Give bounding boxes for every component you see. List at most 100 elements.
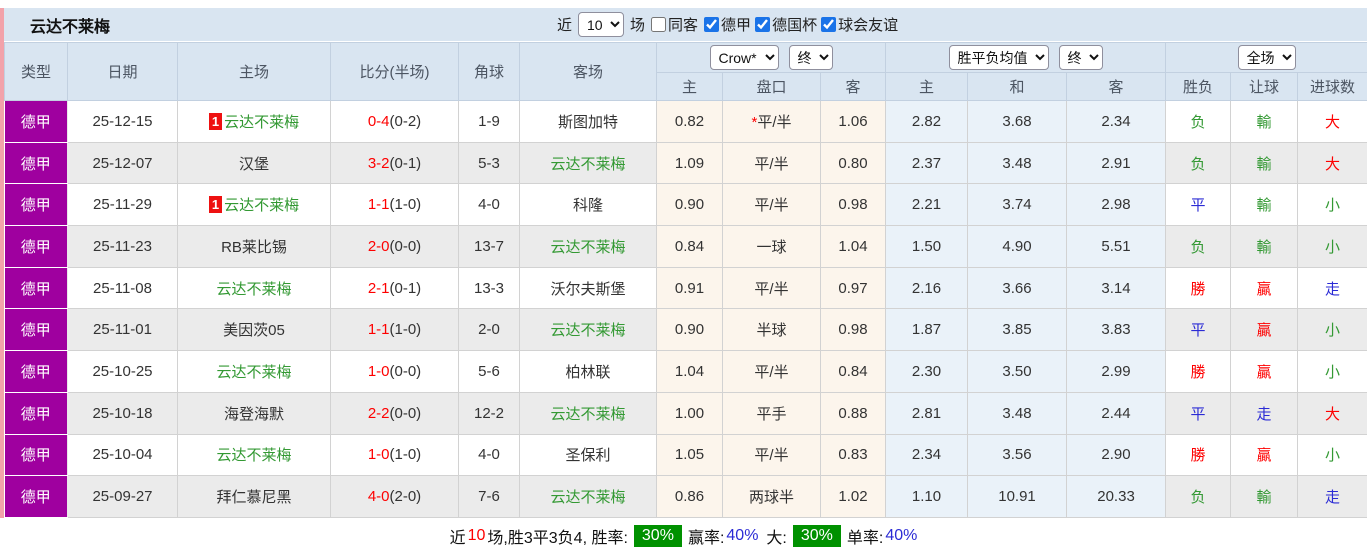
handicap-result-cell: 贏 <box>1230 267 1299 310</box>
corner-cell: 13-7 <box>458 225 520 268</box>
sub-header-goals: 进球数 <box>1297 72 1367 101</box>
goals-result-cell: 小 <box>1297 308 1367 352</box>
full-time-score: 4-0 <box>367 488 390 506</box>
team-name: 云达不莱梅 <box>550 405 626 423</box>
league-cell: 德甲 <box>4 392 68 435</box>
ah-line-cell: 半球 <box>722 308 821 352</box>
eu-draw-odds-cell: 3.85 <box>967 308 1068 352</box>
table-row: 德甲 25-10-18 海登海默 2-2(0-0) 12-2 云达不莱梅 1.00 平手 0.8… <box>4 392 1367 435</box>
half-time-score: (1-0) <box>389 321 422 339</box>
eu-away-odds-cell: 2.98 <box>1066 183 1167 227</box>
corner-cell: 2-0 <box>458 308 520 352</box>
ah-line-cell: 一球 <box>722 225 821 268</box>
ah-home-odds-cell: 1.09 <box>656 142 723 185</box>
league-filter[interactable]: 球会友谊 <box>821 14 898 35</box>
single-rate: 40% <box>885 526 918 544</box>
col-header-corner: 角球 <box>458 42 520 101</box>
full-time-score: 0-4 <box>367 112 390 130</box>
score-cell: 1-1(1-0) <box>330 183 459 227</box>
half-time-score: (0-1) <box>389 279 422 297</box>
same-venue-filter[interactable]: 同客 <box>651 14 698 35</box>
ah-away-odds-cell: 0.80 <box>820 142 887 185</box>
league-cell: 德甲 <box>4 183 68 227</box>
ah-line-cell: 两球半 <box>722 475 821 518</box>
recent-label: 近 <box>557 17 573 34</box>
europe-time-select[interactable]: 终 <box>1058 45 1103 70</box>
league-checkbox[interactable] <box>821 17 837 32</box>
europe-company-select[interactable]: 胜平负均值 <box>948 45 1049 70</box>
eu-away-odds-cell: 2.44 <box>1066 392 1167 435</box>
same-venue-checkbox[interactable] <box>651 17 667 32</box>
date-cell: 25-11-01 <box>67 308 178 352</box>
ah-line-cell: *平/半 <box>722 100 821 143</box>
team-name: 云达不莱梅 <box>550 155 626 173</box>
eu-away-odds-cell: 3.83 <box>1066 308 1167 352</box>
summary-count: 10 <box>467 526 486 544</box>
handicap-result-cell: 輸 <box>1230 225 1299 268</box>
league-label: 德国杯 <box>772 17 818 34</box>
ah-line-cell: 平/半 <box>722 434 821 477</box>
ah-away-odds-cell: 0.88 <box>820 392 887 435</box>
goals-result-cell: 大 <box>1297 142 1367 185</box>
league-cell: 德甲 <box>4 142 68 185</box>
eu-away-odds-cell: 5.51 <box>1066 225 1167 268</box>
table-row: 德甲 25-12-07 汉堡 3-2(0-1) 5-3 云达不莱梅 1.09 平/半 0.80 2… <box>4 142 1367 185</box>
full-time-score: 1-1 <box>367 321 390 339</box>
home-team-cell: 云达不莱梅 <box>177 267 331 310</box>
away-team-cell: 云达不莱梅 <box>519 225 657 268</box>
col-header-type: 类型 <box>4 42 68 101</box>
result-cell: 勝 <box>1165 267 1232 310</box>
team-name: 云达不莱梅 <box>216 447 292 465</box>
handicap-time-select[interactable]: 终 <box>788 45 833 70</box>
recent-count-select[interactable]: 10 <box>578 12 625 37</box>
match-table: 类型 日期 主场 比分(半场) 角球 客场 Crow* 终 <box>4 42 1367 518</box>
result-cell: 负 <box>1165 475 1232 518</box>
result-cell: 负 <box>1165 142 1232 185</box>
goals-result-cell: 大 <box>1297 100 1367 143</box>
title-bar: 云达不莱梅 近 10 场 同客 德甲 德国杯 球会友谊 <box>4 8 1367 41</box>
score-cell: 1-1(1-0) <box>330 308 459 352</box>
corner-cell: 13-3 <box>458 267 520 310</box>
home-team-cell: 美因茨05 <box>177 308 331 352</box>
rank-badge: 1 <box>208 112 223 130</box>
col-header-score: 比分(半场) <box>330 42 459 101</box>
ah-line-cell: 平手 <box>722 392 821 435</box>
sub-header-result: 胜负 <box>1165 72 1232 101</box>
league-cell: 德甲 <box>4 100 68 143</box>
league-cell: 德甲 <box>4 475 68 518</box>
eu-home-odds-cell: 1.87 <box>885 308 969 352</box>
away-team-cell: 柏林联 <box>519 350 657 393</box>
rank-badge: 1 <box>208 196 223 214</box>
home-team-cell: 1 云达不莱梅 <box>177 183 331 227</box>
full-time-score: 1-1 <box>367 196 390 214</box>
league-checkbox[interactable] <box>755 17 771 32</box>
ah-line-cell: 平/半 <box>722 350 821 393</box>
league-checkbox[interactable] <box>704 17 720 32</box>
full-time-score: 2-0 <box>367 237 390 255</box>
ah-away-odds-cell: 0.84 <box>820 350 887 393</box>
home-team-cell: RB莱比锡 <box>177 225 331 268</box>
league-filter[interactable]: 德国杯 <box>755 14 817 35</box>
date-cell: 25-10-18 <box>67 392 178 435</box>
ah-away-odds-cell: 0.98 <box>820 308 887 352</box>
home-team-cell: 1 云达不莱梅 <box>177 100 331 143</box>
league-label: 德甲 <box>721 17 752 34</box>
scope-select[interactable]: 全场 <box>1237 45 1296 70</box>
full-time-score: 1-0 <box>367 446 390 464</box>
team-name: 云达不莱梅 <box>550 238 626 256</box>
left-edge-strip <box>0 8 4 553</box>
league-filter[interactable]: 德甲 <box>704 14 751 35</box>
handicap-company-select[interactable]: Crow* <box>709 45 779 70</box>
eu-draw-odds-cell: 10.91 <box>967 475 1068 518</box>
goals-result-cell: 走 <box>1297 267 1367 310</box>
half-time-score: (0-1) <box>389 154 422 172</box>
summary-segment1: 场,胜3平3负4, 胜率: <box>487 529 628 547</box>
result-cell: 平 <box>1165 392 1232 435</box>
handicap-result-cell: 輸 <box>1230 183 1299 227</box>
ah-home-odds-cell: 0.82 <box>656 100 723 143</box>
score-cell: 0-4(0-2) <box>330 100 459 143</box>
eu-home-odds-cell: 1.50 <box>885 225 969 268</box>
ah-home-odds-cell: 1.05 <box>656 434 723 477</box>
score-cell: 1-0(1-0) <box>330 434 459 477</box>
team-name: 圣保利 <box>565 447 611 465</box>
